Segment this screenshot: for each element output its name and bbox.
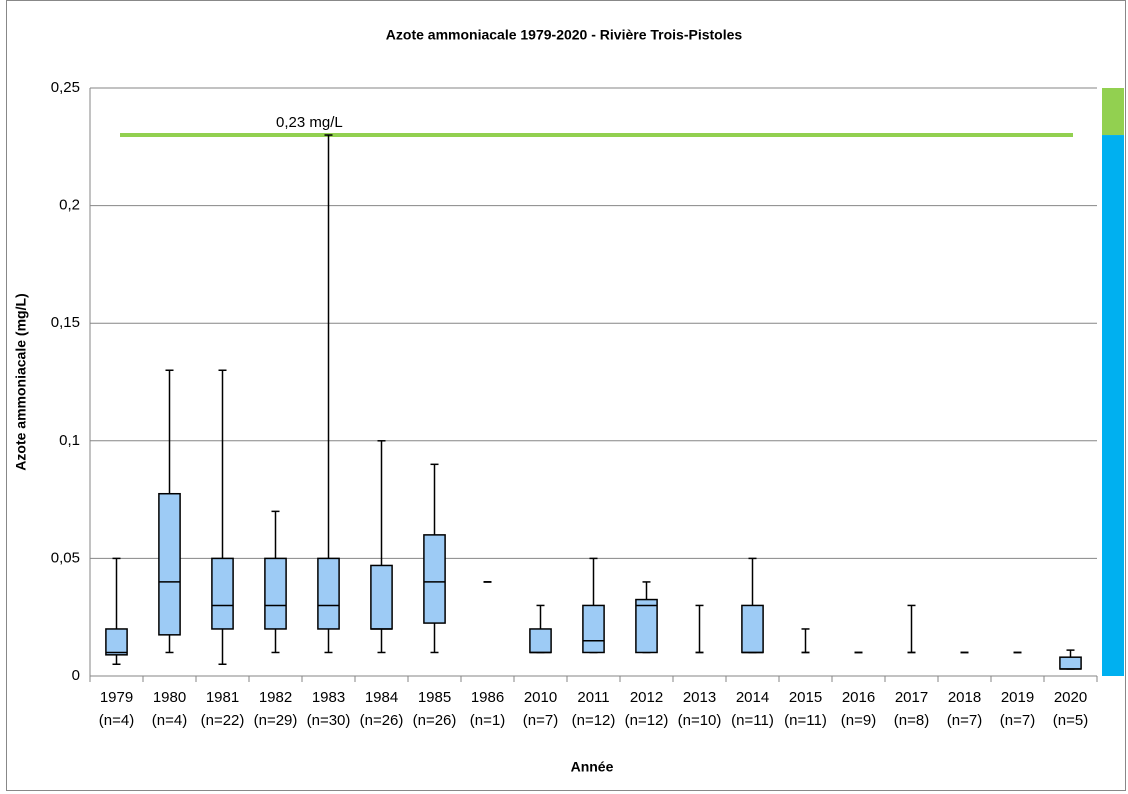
box bbox=[370, 564, 393, 630]
x-tick-sublabel: (n=8) bbox=[894, 712, 929, 729]
y-tick-label: 0,15 bbox=[51, 314, 80, 331]
box bbox=[211, 557, 234, 630]
x-tick-sublabel: (n=5) bbox=[1053, 712, 1088, 729]
box bbox=[317, 557, 340, 630]
x-tick-sublabel: (n=29) bbox=[254, 712, 298, 729]
x-tick-sublabel: (n=26) bbox=[413, 712, 457, 729]
range-band bbox=[1102, 135, 1124, 677]
box bbox=[635, 598, 658, 654]
x-tick-label: 2020 bbox=[1054, 689, 1087, 706]
y-tick-label: 0,2 bbox=[59, 197, 80, 214]
x-tick-sublabel: (n=9) bbox=[841, 712, 876, 729]
x-tick-sublabel: (n=7) bbox=[947, 712, 982, 729]
x-tick-label: 2014 bbox=[736, 689, 769, 706]
x-tick-label: 2019 bbox=[1001, 689, 1034, 706]
box bbox=[264, 557, 287, 630]
box bbox=[423, 534, 446, 624]
x-tick-sublabel: (n=4) bbox=[99, 712, 134, 729]
x-tick-label: 1981 bbox=[206, 689, 239, 706]
box bbox=[529, 628, 552, 654]
x-tick-sublabel: (n=22) bbox=[201, 712, 245, 729]
x-tick-sublabel: (n=11) bbox=[731, 712, 774, 729]
chart-frame bbox=[6, 0, 1126, 791]
box bbox=[582, 604, 605, 654]
box bbox=[158, 492, 181, 636]
y-tick-label: 0 bbox=[72, 667, 80, 684]
x-tick-label: 1979 bbox=[100, 689, 133, 706]
x-tick-sublabel: (n=12) bbox=[625, 712, 669, 729]
x-tick-sublabel: (n=7) bbox=[523, 712, 558, 729]
y-tick-label: 0,25 bbox=[51, 79, 80, 96]
x-tick-label: 1984 bbox=[365, 689, 398, 706]
x-tick-label: 2012 bbox=[630, 689, 663, 706]
x-tick-label: 2010 bbox=[524, 689, 557, 706]
x-tick-sublabel: (n=4) bbox=[152, 712, 187, 729]
x-tick-sublabel: (n=7) bbox=[1000, 712, 1035, 729]
x-tick-sublabel: (n=10) bbox=[678, 712, 722, 729]
box bbox=[1059, 656, 1082, 670]
x-tick-label: 2017 bbox=[895, 689, 928, 706]
range-band bbox=[1102, 88, 1124, 136]
x-tick-sublabel: (n=11) bbox=[784, 712, 827, 729]
threshold-label: 0,23 mg/L bbox=[276, 114, 343, 131]
x-tick-sublabel: (n=12) bbox=[572, 712, 616, 729]
box bbox=[741, 604, 764, 654]
x-tick-label: 2018 bbox=[948, 689, 981, 706]
x-tick-label: 1980 bbox=[153, 689, 186, 706]
y-axis-label: Azote ammoniacale (mg/L) bbox=[13, 293, 29, 470]
x-tick-label: 1983 bbox=[312, 689, 345, 706]
x-tick-label: 2015 bbox=[789, 689, 822, 706]
x-tick-sublabel: (n=30) bbox=[307, 712, 351, 729]
x-tick-label: 2011 bbox=[577, 689, 609, 706]
x-tick-label: 2013 bbox=[683, 689, 716, 706]
y-tick-label: 0,1 bbox=[59, 432, 80, 449]
box bbox=[105, 628, 128, 656]
x-tick-label: 1985 bbox=[418, 689, 451, 706]
x-axis-label: Année bbox=[571, 759, 614, 775]
x-tick-label: 1986 bbox=[471, 689, 504, 706]
x-tick-label: 1982 bbox=[259, 689, 292, 706]
x-tick-label: 2016 bbox=[842, 689, 875, 706]
chart-title: Azote ammoniacale 1979-2020 - Rivière Tr… bbox=[386, 27, 743, 43]
x-tick-sublabel: (n=1) bbox=[470, 712, 505, 729]
y-tick-label: 0,05 bbox=[51, 549, 80, 566]
x-tick-sublabel: (n=26) bbox=[360, 712, 404, 729]
